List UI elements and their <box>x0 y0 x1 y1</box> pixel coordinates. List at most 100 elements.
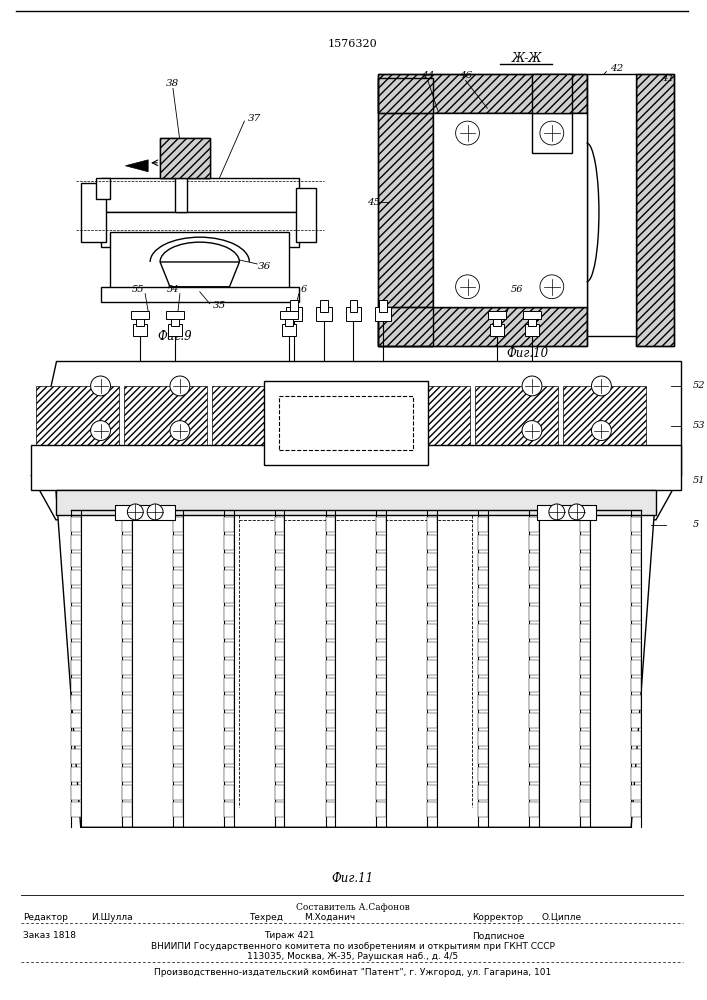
Bar <box>379 300 387 312</box>
Bar <box>479 535 489 550</box>
Bar <box>479 517 489 532</box>
Bar <box>223 606 233 621</box>
Bar <box>132 311 149 319</box>
Bar <box>631 660 641 675</box>
Bar <box>376 624 387 639</box>
Bar <box>71 660 81 675</box>
Bar <box>479 570 489 585</box>
Bar <box>223 785 233 800</box>
Bar <box>100 287 299 302</box>
Polygon shape <box>56 490 656 827</box>
Bar <box>223 678 233 692</box>
Bar <box>376 570 387 585</box>
Bar <box>378 307 587 346</box>
Text: 44: 44 <box>421 71 435 80</box>
Bar <box>528 317 536 326</box>
Bar <box>532 74 572 113</box>
Bar <box>171 317 179 326</box>
Bar <box>223 642 233 657</box>
Bar <box>479 785 489 800</box>
Bar <box>530 767 539 782</box>
Text: 1576320: 1576320 <box>327 39 378 49</box>
Bar <box>631 713 641 728</box>
Text: 35: 35 <box>213 301 226 310</box>
Bar <box>282 324 296 336</box>
Bar <box>280 311 298 319</box>
Bar <box>71 553 81 567</box>
Text: 113035, Москва, Ж-35, Раушская наб., д. 4/5: 113035, Москва, Ж-35, Раушская наб., д. … <box>247 952 458 961</box>
Bar <box>491 324 504 336</box>
Bar <box>71 570 81 585</box>
Bar <box>376 642 387 657</box>
Bar <box>378 78 433 346</box>
Bar <box>274 678 284 692</box>
Bar <box>523 311 541 319</box>
Bar <box>530 535 539 550</box>
Text: 51: 51 <box>693 476 705 485</box>
Bar <box>530 713 539 728</box>
Bar <box>325 785 335 800</box>
Bar <box>122 802 132 817</box>
Bar <box>376 535 387 550</box>
Bar <box>530 785 539 800</box>
Bar <box>376 517 387 532</box>
Bar <box>631 553 641 567</box>
Circle shape <box>127 504 144 520</box>
Bar <box>376 678 387 692</box>
Bar <box>325 713 335 728</box>
Bar <box>530 624 539 639</box>
Text: 46: 46 <box>459 71 472 80</box>
Bar <box>264 381 428 465</box>
Text: 42: 42 <box>609 64 623 73</box>
Bar <box>71 749 81 764</box>
Bar <box>631 588 641 603</box>
Bar <box>31 445 681 490</box>
Bar <box>631 767 641 782</box>
Bar <box>223 802 233 817</box>
Bar <box>428 535 438 550</box>
Bar <box>580 695 590 710</box>
Bar <box>325 767 335 782</box>
Bar <box>71 731 81 746</box>
Bar <box>631 785 641 800</box>
Bar <box>530 588 539 603</box>
Bar <box>122 695 132 710</box>
Bar <box>122 535 132 550</box>
Bar <box>173 767 182 782</box>
Bar <box>428 517 438 532</box>
Bar <box>580 660 590 675</box>
Bar <box>223 767 233 782</box>
Bar <box>325 749 335 764</box>
Bar <box>160 138 210 178</box>
Bar <box>316 307 332 321</box>
Bar <box>71 695 81 710</box>
Bar <box>274 642 284 657</box>
Bar <box>532 113 572 153</box>
Text: Подписное: Подписное <box>472 931 525 940</box>
Polygon shape <box>125 160 148 172</box>
Bar <box>173 713 182 728</box>
Bar <box>530 749 539 764</box>
Bar <box>274 802 284 817</box>
Bar <box>175 178 187 212</box>
Bar <box>325 678 335 692</box>
Bar <box>349 300 358 312</box>
Bar <box>274 695 284 710</box>
Bar <box>173 802 182 817</box>
Text: Заказ 1818: Заказ 1818 <box>23 931 76 940</box>
Bar <box>375 307 391 321</box>
Text: Составитель А.Сафонов: Составитель А.Сафонов <box>296 903 409 912</box>
Bar <box>71 535 81 550</box>
Bar <box>580 802 590 817</box>
Bar <box>173 624 182 639</box>
Bar <box>134 324 147 336</box>
Bar <box>631 642 641 657</box>
Bar <box>71 713 81 728</box>
Bar <box>122 570 132 585</box>
Bar <box>530 695 539 710</box>
Bar <box>537 505 597 520</box>
Bar <box>631 535 641 550</box>
Circle shape <box>170 421 189 440</box>
Bar <box>428 624 438 639</box>
Text: 36: 36 <box>257 262 271 271</box>
